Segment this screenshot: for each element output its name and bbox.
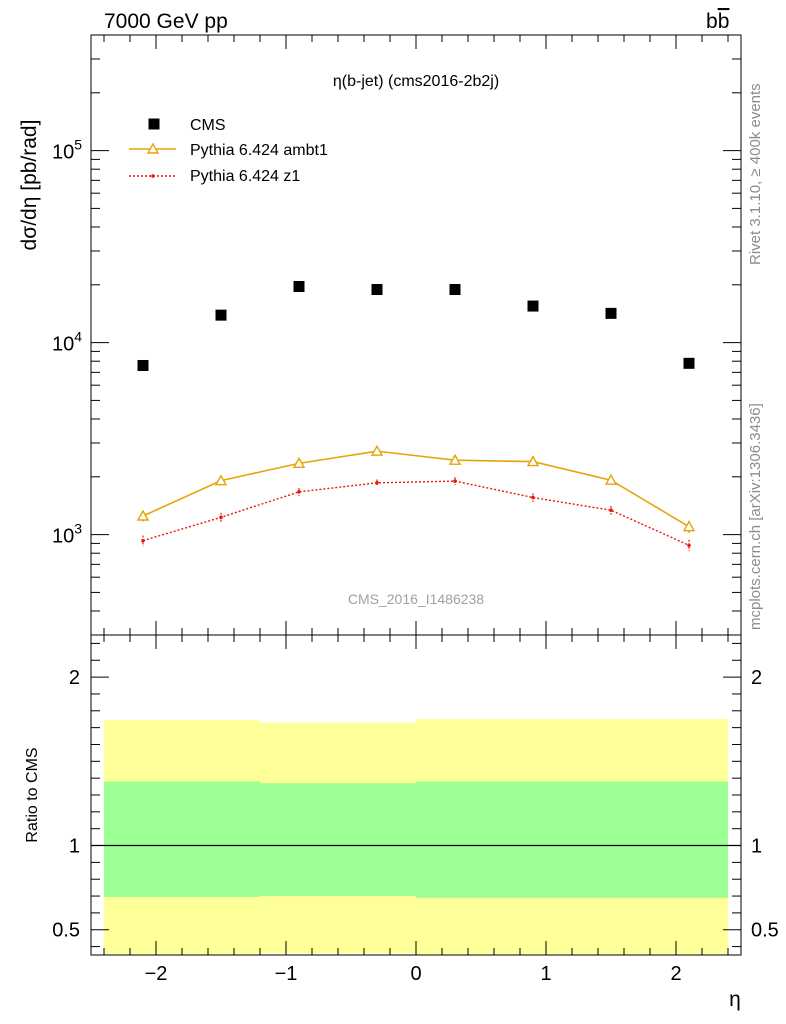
legend-z1-label: Pythia 6.424 z1 xyxy=(190,168,300,185)
cms-marker xyxy=(527,300,539,312)
z1-marker xyxy=(531,495,535,500)
y-tick-label: 103 xyxy=(52,521,82,548)
main-plot-content xyxy=(136,280,696,552)
legend-ambt1-label: Pythia 6.424 ambt1 xyxy=(190,142,328,159)
ratio-y-tick-label-right: 2 xyxy=(751,667,762,689)
z1-marker xyxy=(375,481,379,485)
z1-marker xyxy=(219,515,223,520)
y-tick-label: 104 xyxy=(52,329,82,356)
ratio-band-inner xyxy=(260,783,416,897)
rivet-label: Rivet 3.1.10, ≥ 400k events xyxy=(747,83,764,265)
ambt1-marker xyxy=(136,509,150,521)
series-z1-line xyxy=(142,480,690,546)
cms-marker xyxy=(371,284,383,296)
cms-marker xyxy=(137,359,149,371)
legend-ambt1-marker xyxy=(146,142,160,154)
legend-z1-marker xyxy=(151,174,155,178)
ambt1-marker xyxy=(604,473,618,485)
x-tick-label: −2 xyxy=(145,963,168,985)
ambt1-marker xyxy=(292,456,306,469)
main-title: η(b-jet) (cms2016-2b2j) xyxy=(333,73,499,90)
ratio-band-inner xyxy=(572,781,728,898)
ambt1-marker xyxy=(526,455,540,467)
x-tick-label: 2 xyxy=(670,963,681,985)
ambt1-marker xyxy=(370,444,384,456)
z1-marker xyxy=(687,543,691,548)
x-tick-label: −1 xyxy=(275,963,298,985)
ratio-y-tick-label-right: 0.5 xyxy=(751,920,779,942)
header-right: bb xyxy=(706,10,729,33)
main-panel: 103 104 105 η(b-jet) (cms2016-2b2j) CMS_20… xyxy=(18,34,742,636)
ambt1-marker xyxy=(214,474,228,486)
cms-marker xyxy=(449,284,461,296)
cms-marker xyxy=(605,307,617,319)
ratio-y-tick-label: 0.5 xyxy=(52,920,80,942)
x-axis-label: η xyxy=(729,988,741,1011)
ratio-panel: −2 −1 0 1 2 0.5 0.5 1 1 2 2 Ratio to CMS η xyxy=(24,634,779,1011)
cms-marker xyxy=(215,309,227,321)
ratio-y-tick-label-right: 1 xyxy=(751,836,762,858)
main-axes: 103 104 105 xyxy=(52,34,741,636)
x-tick-label: 0 xyxy=(410,963,421,985)
z1-marker xyxy=(453,479,457,483)
ratio-y-tick-label: 1 xyxy=(69,836,80,858)
ambt1-marker xyxy=(448,453,462,465)
ratio-plot-content xyxy=(91,719,741,955)
ambt1-marker xyxy=(682,520,696,532)
watermark: CMS_2016_I1486238 xyxy=(348,591,484,607)
legend: CMS Pythia 6.424 ambt1 Pythia 6.424 z1 xyxy=(129,117,328,185)
ratio-band-inner xyxy=(104,781,260,897)
x-tick-label: 1 xyxy=(540,963,551,985)
legend-cms-marker xyxy=(148,118,160,130)
ratio-y-label: Ratio to CMS xyxy=(24,747,41,842)
ratio-axes: −2 −1 0 1 2 0.5 0.5 1 1 2 2 xyxy=(52,635,779,985)
series-ambt1-line xyxy=(142,450,690,528)
z1-marker xyxy=(297,490,301,494)
legend-cms-label: CMS xyxy=(190,117,226,134)
y-axis-label: dσ/dη [pb/rad] xyxy=(18,120,41,251)
mcplots-label: mcplots.cern.ch [arXiv:1306.3436] xyxy=(747,403,764,630)
cms-marker xyxy=(293,280,305,292)
cms-marker xyxy=(683,357,695,369)
main-frame xyxy=(90,34,742,636)
z1-marker xyxy=(141,538,145,543)
z1-marker xyxy=(609,508,613,513)
ratio-band-inner xyxy=(416,781,572,898)
ratio-y-tick-label: 2 xyxy=(69,667,80,689)
y-tick-label: 105 xyxy=(52,137,82,164)
header-left: 7000 GeV pp xyxy=(104,10,228,33)
